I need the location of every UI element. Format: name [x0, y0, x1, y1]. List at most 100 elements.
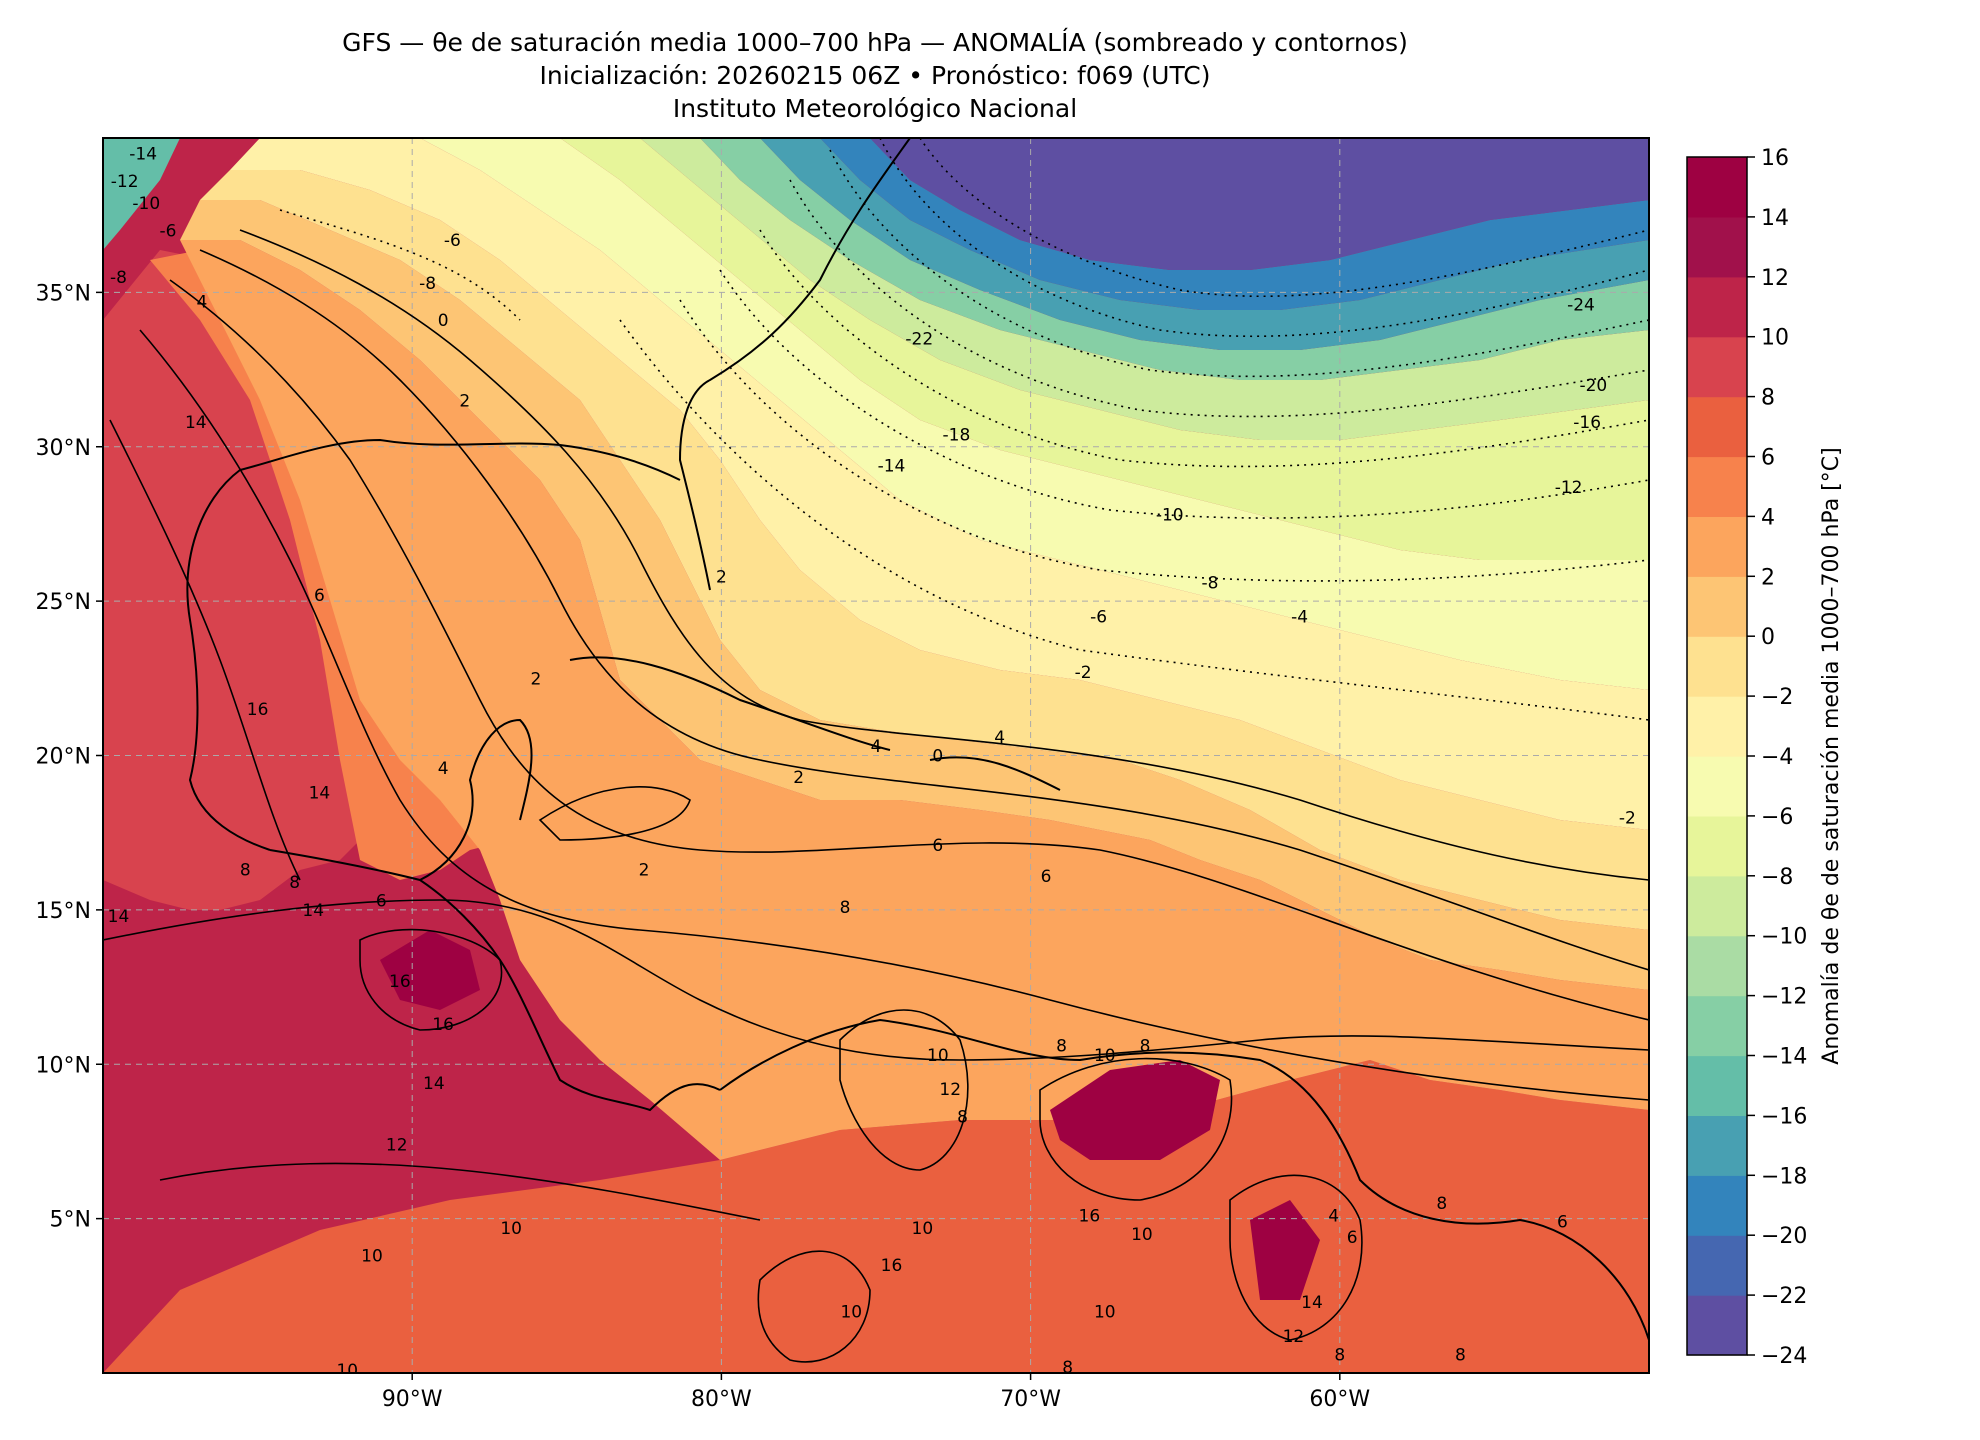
contour-value-label: 10 — [840, 1302, 862, 1322]
colorbar-tick-label: −8 — [1761, 865, 1793, 890]
contour-value-label: 4 — [1328, 1207, 1339, 1227]
colorbar-swatch — [1687, 696, 1747, 757]
contour-value-label: 0 — [932, 747, 943, 767]
contour-value-label: -20 — [1579, 376, 1607, 396]
lon-tick-label: 80°W — [691, 1387, 752, 1412]
contour-value-label: 2 — [639, 861, 650, 881]
contour-value-label: -6 — [159, 222, 176, 242]
contour-value-label: 16 — [1079, 1207, 1101, 1227]
contour-line — [139, 329, 1649, 1101]
contour-value-label: -24 — [1567, 296, 1595, 316]
contour-line — [757, 1250, 871, 1363]
contour-value-label: 6 — [1347, 1228, 1358, 1248]
band-green-2 — [640, 138, 1649, 440]
contour-value-label: 4 — [438, 759, 449, 779]
colorbar-swatch — [1687, 756, 1747, 817]
contour-line — [1229, 1174, 1363, 1341]
contour-line — [679, 299, 1649, 582]
colorbar-swatch — [1687, 576, 1747, 637]
coastline-us-east — [678, 138, 911, 591]
lat-tick-label: 30°N — [36, 436, 91, 461]
band-pale-yellow — [200, 170, 1649, 930]
contour-line — [829, 149, 1649, 378]
colorbar-tick-label: 12 — [1761, 266, 1789, 291]
band-blue — [820, 138, 1649, 310]
contour-value-label: 6 — [1557, 1213, 1568, 1233]
contour-line — [719, 269, 1649, 519]
colorbar-swatch — [1687, 935, 1747, 997]
colorbar-swatch — [1687, 336, 1747, 398]
contour-labels: -10-8-6 -4-2-14-18-16-20-12-24-22-6-80261… — [108, 144, 1636, 1378]
contour-value-label: 8 — [840, 898, 851, 918]
contour-value-label: 2 — [716, 567, 727, 587]
contour-value-label: 8 — [1056, 1037, 1067, 1057]
band-cream — [420, 138, 1649, 690]
lat-tick-label: 20°N — [36, 745, 91, 770]
map-panel: -10-8-6 -4-2-14-18-16-20-12-24-22-6-80261… — [36, 137, 1650, 1412]
colorbar-tick-label: −18 — [1761, 1164, 1807, 1189]
anomaly-contours — [103, 138, 1649, 1363]
colorbar-tick-label: −20 — [1761, 1224, 1807, 1249]
contour-value-label: -12 — [1555, 478, 1583, 498]
colorbar-swatch — [1687, 1055, 1747, 1116]
band-green-nw — [103, 138, 180, 250]
colorbar-tick-label: 2 — [1761, 565, 1775, 590]
contour-value-label: 14 — [423, 1074, 445, 1094]
colorbar-tick-label: −6 — [1761, 805, 1793, 830]
colorbar-swatch — [1687, 157, 1747, 218]
contour-value-label: 12 — [939, 1080, 961, 1100]
contour-value-label: 8 — [1436, 1194, 1447, 1214]
contour-value-label: 8 — [1140, 1037, 1151, 1057]
colorbar-tick-label: 6 — [1761, 446, 1775, 471]
colorbar-swatch — [1687, 1115, 1747, 1176]
contour-value-label: 8 — [240, 861, 251, 881]
colorbar-tick-label: −2 — [1761, 685, 1793, 710]
colorbar-tick-label: −12 — [1761, 985, 1807, 1010]
colorbar-tick-label: −24 — [1761, 1344, 1807, 1369]
coastline-gulf — [186, 438, 681, 851]
contour-value-label: 6 — [1041, 867, 1052, 887]
contour-value-label: 4 — [197, 293, 208, 313]
contour-value-label: 16 — [432, 1015, 454, 1035]
contour-value-label: 2 — [793, 768, 804, 788]
band-yellow-orange — [180, 200, 1649, 990]
contour-value-label: 8 — [1062, 1358, 1073, 1378]
title-line-2: Inicialización: 20260215 06Z • Pronóstic… — [539, 61, 1211, 90]
band-light-yellow — [230, 138, 1649, 830]
contour-value-label: 16 — [247, 700, 269, 720]
colorbar-tick-label: −16 — [1761, 1104, 1807, 1129]
lat-tick-label: 5°N — [50, 1208, 91, 1233]
colorbar-swatches — [1687, 157, 1747, 1356]
contour-line — [359, 928, 503, 1031]
contour-value-label: 12 — [1283, 1327, 1305, 1347]
contour-value-label: -14 — [129, 144, 157, 164]
contour-value-label: 8 — [957, 1108, 968, 1128]
colorbar-tick-label: −4 — [1761, 745, 1793, 770]
band-deep-blue — [870, 138, 1649, 270]
colorbar-swatch — [1687, 456, 1747, 517]
contour-value-label: -6 — [1090, 608, 1107, 628]
colorbar-swatch — [1687, 875, 1747, 937]
colorbar-tick-label: 8 — [1761, 386, 1775, 411]
contour-line — [159, 1162, 761, 1221]
contour-value-label: 10 — [1094, 1046, 1116, 1066]
contour-value-label: -10 — [132, 194, 160, 214]
coastline-central-america — [419, 879, 721, 1112]
contour-value-label: 4 — [871, 737, 882, 757]
band-high-caribbean-2 — [1250, 1200, 1320, 1300]
title-line-3: Instituto Meteorológico Nacional — [672, 94, 1078, 123]
contour-value-label: -4 — [1291, 608, 1308, 628]
band-light-green — [560, 138, 1649, 560]
contour-value-label: 14 — [302, 901, 324, 921]
contour-value-label: 8 — [1455, 1345, 1466, 1365]
coastline-south-america — [719, 1018, 1649, 1341]
colorbar-tick-label: 4 — [1761, 505, 1775, 530]
band-high-caribbean-1 — [1050, 1060, 1220, 1160]
colorbar-tick-label: 16 — [1761, 146, 1789, 171]
contour-value-label: -14 — [878, 456, 906, 476]
contour-value-label: -12 — [111, 172, 139, 192]
contour-value-label: 14 — [309, 784, 331, 804]
colorbar-tick-label: −10 — [1761, 925, 1807, 950]
colorbar-swatch — [1687, 1235, 1747, 1296]
coastline-yucatan — [269, 718, 533, 882]
